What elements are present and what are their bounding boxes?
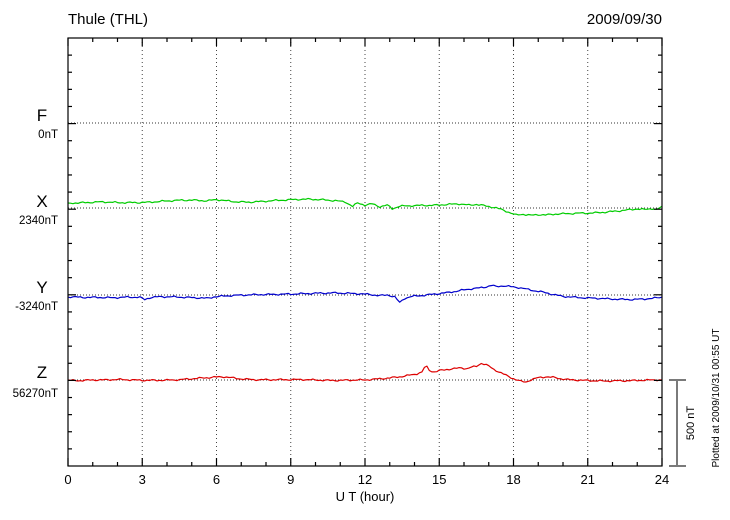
scale-bar: 500 nT: [669, 379, 697, 467]
channel-baseline-x: 2340nT: [19, 215, 58, 227]
station-title: Thule (THL): [68, 11, 148, 28]
x-tick-label: 3: [139, 472, 146, 487]
trace-z: [67, 362, 663, 383]
x-tick-label: 21: [581, 472, 595, 487]
scale-bar-label: 500 nT: [685, 406, 697, 441]
plotted-at-note: Plotted at 2009/10/31 00:55 UT: [711, 329, 722, 468]
x-tick-label: 18: [506, 472, 520, 487]
channel-baseline-f: 0nT: [38, 129, 58, 141]
channel-baseline-y: -3240nT: [15, 301, 58, 313]
x-tick-label: 0: [64, 472, 71, 487]
trace-x: [67, 197, 663, 216]
channel-label-x: X: [36, 192, 47, 211]
x-tick-label: 15: [432, 472, 446, 487]
trace-layer: [67, 197, 663, 383]
x-tick-label: 24: [655, 472, 669, 487]
channel-label-y: Y: [36, 278, 47, 297]
channel-label-f: F: [37, 106, 47, 125]
x-tick-label: 12: [358, 472, 372, 487]
trace-y: [67, 284, 663, 303]
plot-date: 2009/09/30: [587, 11, 662, 28]
x-tick-labels: 0 3 6 9 12 15 18 21 24: [64, 472, 669, 487]
x-tick-label: 6: [213, 472, 220, 487]
grid-layer: [68, 38, 662, 466]
tick-layer: [67, 38, 663, 466]
channel-baseline-z: 56270nT: [13, 388, 58, 400]
channel-label-z: Z: [37, 363, 47, 382]
x-axis-title: U T (hour): [336, 489, 395, 504]
x-tick-label: 9: [287, 472, 294, 487]
